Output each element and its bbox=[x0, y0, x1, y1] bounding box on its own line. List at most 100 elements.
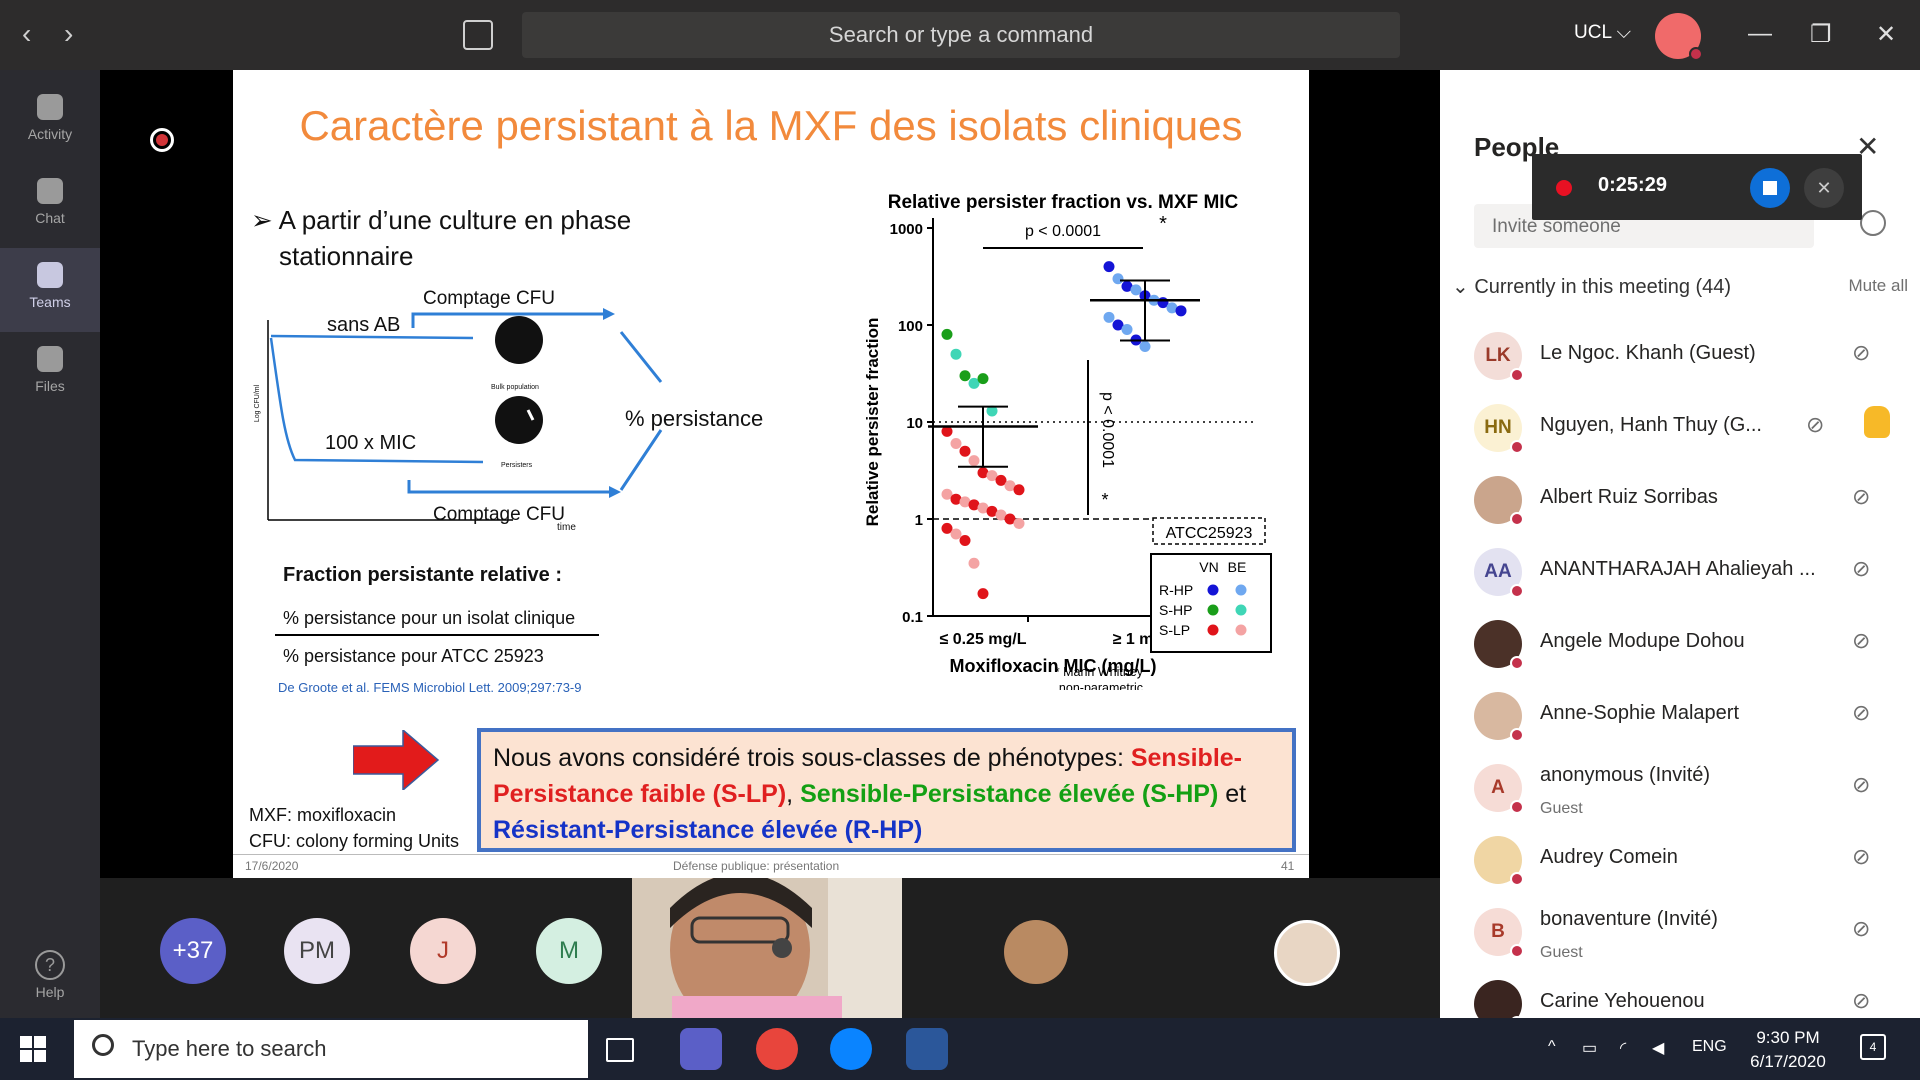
participant-video-thumb[interactable] bbox=[1274, 920, 1340, 986]
data-point-s-lp bbox=[977, 588, 989, 600]
participant-row[interactable]: Albert Ruiz Sorribas ⊘ bbox=[1440, 462, 1920, 534]
data-point-r-hp bbox=[1166, 302, 1178, 314]
mic-off-icon[interactable]: ⊘ bbox=[1852, 916, 1871, 941]
rail-item-activity[interactable]: Activity bbox=[0, 80, 100, 164]
overflow-participants[interactable]: +37 bbox=[160, 918, 226, 984]
volume-icon[interactable]: ◀ bbox=[1652, 1040, 1665, 1057]
stop-recording-button[interactable] bbox=[1750, 168, 1790, 208]
share-invite-icon[interactable] bbox=[1860, 210, 1886, 236]
word-app-icon[interactable] bbox=[906, 1028, 948, 1070]
rail-item-help[interactable]: ? Help bbox=[0, 950, 100, 1000]
data-point-s-lp bbox=[959, 535, 971, 547]
language-indicator[interactable]: ENG bbox=[1692, 1038, 1727, 1055]
taskbar-search[interactable]: Type here to search bbox=[74, 1020, 588, 1078]
participant-row[interactable]: HN Nguyen, Hanh Thuy (G... ⊘ bbox=[1440, 390, 1920, 462]
mute-all-button[interactable]: Mute all bbox=[1848, 276, 1908, 295]
participant-name: bonaventure (Invité) bbox=[1540, 908, 1718, 930]
minimize-icon[interactable]: — bbox=[1748, 20, 1772, 47]
mic-off-icon[interactable]: ⊘ bbox=[1806, 412, 1825, 437]
participant-video-thumb[interactable] bbox=[1004, 920, 1068, 984]
presenter-video[interactable] bbox=[632, 878, 902, 1018]
forward-icon[interactable]: › bbox=[64, 18, 74, 49]
data-point-s-hp bbox=[941, 328, 953, 340]
clock-time: 9:30 PM bbox=[1756, 1028, 1820, 1047]
rail-item-teams[interactable]: Teams bbox=[0, 248, 100, 332]
clock-date: 6/17/2020 bbox=[1750, 1052, 1826, 1071]
tray-chevron-icon[interactable]: ^ bbox=[1548, 1038, 1556, 1055]
fraction-title: Fraction persistante relative : bbox=[283, 564, 562, 586]
mic-off-icon[interactable]: ⊘ bbox=[1852, 700, 1871, 725]
mic-off-icon[interactable]: ⊘ bbox=[1852, 628, 1871, 653]
fraction-numerator: % persistance pour un isolat clinique bbox=[283, 608, 576, 628]
participant-row[interactable]: Angele Modupe Dohou ⊘ bbox=[1440, 606, 1920, 678]
back-icon[interactable]: ‹ bbox=[22, 18, 32, 49]
data-point-s-lp bbox=[1013, 484, 1025, 496]
close-panel-icon[interactable]: ✕ bbox=[1856, 131, 1880, 162]
scatter-chart: Relative persister fraction vs. MXF MIC 0… bbox=[863, 192, 1272, 690]
p-value-label: p < 0.0001 bbox=[1025, 223, 1101, 240]
y-tick-label: 0.1 bbox=[902, 609, 923, 626]
participant-avatar[interactable]: J bbox=[410, 918, 476, 984]
data-point-s-hp bbox=[986, 405, 998, 417]
app-rail: Activity Chat Teams Files bbox=[0, 70, 100, 1018]
atcc-box bbox=[1152, 517, 1266, 545]
title-bar: ‹ › Search or type a command UCL ⌵ — ❐ ✕ bbox=[0, 0, 1920, 70]
data-point-s-lp bbox=[950, 438, 962, 450]
participant-name: Angele Modupe Dohou bbox=[1540, 630, 1745, 652]
file-icon bbox=[37, 346, 63, 372]
meeting-section-header[interactable]: ⌄ Currently in this meeting (44) Mute al… bbox=[1452, 274, 1908, 299]
participant-row[interactable]: LK Le Ngoc. Khanh (Guest) ⊘ bbox=[1440, 318, 1920, 390]
notification-icon[interactable]: 4 bbox=[1860, 1034, 1886, 1060]
mic-off-icon[interactable]: ⊘ bbox=[1852, 340, 1871, 365]
participant-row[interactable]: Anne-Sophie Malapert ⊘ bbox=[1440, 678, 1920, 750]
slide-footer: 17/6/2020 Défense publique: présentation… bbox=[233, 854, 1309, 878]
close-icon[interactable]: ✕ bbox=[1876, 21, 1897, 48]
recording-dot-icon bbox=[1556, 180, 1572, 196]
compose-icon[interactable] bbox=[463, 20, 493, 50]
slide-title: Caractère persistant à la MXF des isolat… bbox=[299, 102, 1243, 149]
task-view-icon[interactable] bbox=[606, 1038, 634, 1062]
persistance-label: % persistance bbox=[625, 406, 764, 431]
footer-page: 41 bbox=[1281, 859, 1295, 873]
status-dot bbox=[1689, 47, 1703, 61]
mic-off-icon[interactable]: ⊘ bbox=[1852, 844, 1871, 869]
participant-avatar bbox=[1474, 620, 1524, 670]
rail-item-files[interactable]: Files bbox=[0, 332, 100, 416]
chrome-app-icon[interactable] bbox=[756, 1028, 798, 1070]
participant-row[interactable]: Audrey Comein ⊘ bbox=[1440, 822, 1920, 894]
taskbar-clock[interactable]: 9:30 PM 6/17/2020 bbox=[1742, 1026, 1834, 1074]
participant-avatar[interactable]: M bbox=[536, 918, 602, 984]
legend-swatch bbox=[1235, 604, 1247, 616]
mic-off-icon[interactable]: ⊘ bbox=[1852, 484, 1871, 509]
participant-name: Albert Ruiz Sorribas bbox=[1540, 486, 1718, 508]
fraction-denominator: % persistance pour ATCC 25923 bbox=[283, 646, 544, 666]
legend-label: S-HP bbox=[1159, 602, 1192, 618]
org-switcher[interactable]: UCL ⌵ bbox=[1574, 22, 1631, 43]
teams-app-icon[interactable] bbox=[680, 1028, 722, 1070]
mic-off-icon[interactable]: ⊘ bbox=[1852, 556, 1871, 581]
participant-list: LK Le Ngoc. Khanh (Guest) ⊘ HN Nguyen, Hanh … bbox=[1440, 318, 1920, 1038]
participant-row[interactable]: AA ANANTHARAJAH Ahalieyah ... ⊘ bbox=[1440, 534, 1920, 606]
windows-start-icon[interactable] bbox=[20, 1036, 46, 1062]
participant-avatar[interactable]: PM bbox=[284, 918, 350, 984]
zalo-app-icon[interactable] bbox=[830, 1028, 872, 1070]
mic-off-icon[interactable]: ⊘ bbox=[1852, 988, 1871, 1013]
restore-icon[interactable]: ❐ bbox=[1810, 21, 1832, 48]
shared-slide: Caractère persistant à la MXF des isolat… bbox=[233, 70, 1309, 878]
callout-text: et bbox=[1218, 780, 1247, 808]
data-point-s-lp bbox=[968, 499, 980, 511]
mic-off-icon[interactable]: ✕ bbox=[1804, 168, 1844, 208]
command-search-bar[interactable]: Search or type a command bbox=[522, 12, 1400, 58]
mic-label: 100 x MIC bbox=[325, 432, 417, 454]
wifi-icon[interactable]: ◜ bbox=[1620, 1040, 1627, 1057]
mic-off-icon[interactable]: ⊘ bbox=[1852, 772, 1871, 797]
recording-indicator-icon bbox=[150, 128, 174, 152]
avatar-initials: B bbox=[1491, 921, 1505, 942]
rail-item-chat[interactable]: Chat bbox=[0, 164, 100, 248]
status-dot bbox=[1510, 728, 1524, 742]
search-icon bbox=[92, 1034, 114, 1056]
battery-icon[interactable]: ▭ bbox=[1582, 1040, 1598, 1057]
profile-avatar[interactable] bbox=[1655, 13, 1703, 61]
